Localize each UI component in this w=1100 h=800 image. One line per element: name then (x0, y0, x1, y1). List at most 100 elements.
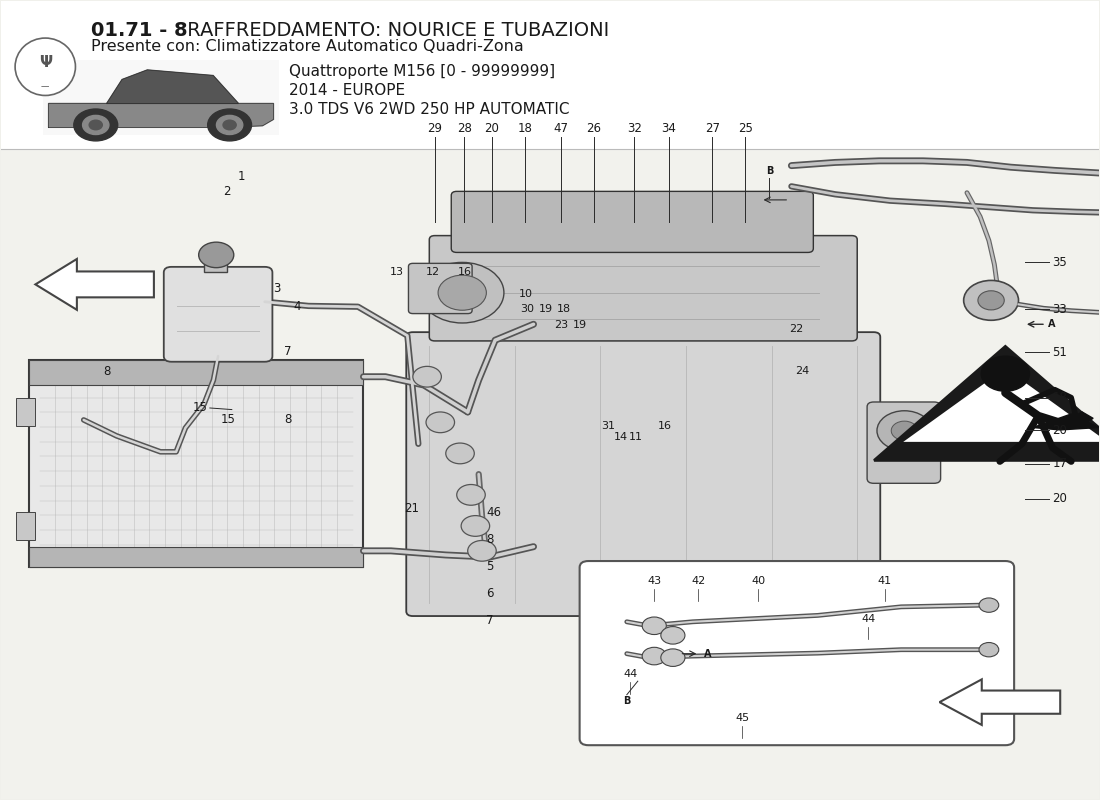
Text: 13: 13 (389, 267, 404, 278)
Circle shape (217, 115, 243, 134)
Circle shape (199, 242, 234, 268)
Circle shape (461, 515, 490, 536)
Text: 01.71 - 8: 01.71 - 8 (91, 21, 188, 39)
Text: 28: 28 (456, 122, 472, 135)
Text: Presente con: Climatizzatore Automatico Quadri-Zona: Presente con: Climatizzatore Automatico … (91, 39, 524, 54)
Circle shape (446, 443, 474, 464)
Bar (1, 149, 1099, 798)
Text: 40: 40 (751, 576, 766, 586)
Circle shape (891, 421, 917, 440)
Text: 4: 4 (294, 300, 300, 314)
Circle shape (964, 281, 1019, 320)
Text: 3: 3 (274, 282, 280, 295)
Text: 7: 7 (486, 614, 494, 627)
Polygon shape (48, 103, 274, 127)
Text: 35: 35 (1053, 255, 1067, 269)
Bar (29, 546, 363, 567)
Text: 29: 29 (427, 122, 442, 135)
Text: 20: 20 (1053, 424, 1067, 437)
Text: 27: 27 (705, 122, 719, 135)
Circle shape (89, 120, 102, 130)
Text: 3.0 TDS V6 2WD 250 HP AUTOMATIC: 3.0 TDS V6 2WD 250 HP AUTOMATIC (289, 102, 570, 118)
Circle shape (979, 642, 999, 657)
Text: 19: 19 (573, 320, 586, 330)
Text: 34: 34 (661, 122, 675, 135)
FancyBboxPatch shape (867, 402, 940, 483)
Text: B: B (766, 166, 773, 176)
Circle shape (223, 120, 236, 130)
Text: 15: 15 (192, 402, 208, 414)
Circle shape (208, 109, 252, 141)
Circle shape (74, 109, 118, 141)
Text: 20: 20 (484, 122, 499, 135)
Text: 21: 21 (404, 502, 419, 515)
Polygon shape (107, 70, 239, 103)
Text: 18: 18 (1053, 391, 1067, 404)
Bar (15, 512, 35, 540)
Circle shape (661, 649, 685, 666)
Polygon shape (939, 679, 1060, 725)
Circle shape (978, 290, 1004, 310)
Text: 15: 15 (221, 413, 235, 426)
FancyBboxPatch shape (406, 332, 880, 616)
Ellipse shape (15, 38, 76, 95)
Circle shape (420, 262, 504, 323)
Polygon shape (874, 346, 1100, 460)
Text: 7: 7 (285, 345, 292, 358)
Text: 51: 51 (1053, 346, 1067, 358)
Text: 11: 11 (628, 433, 642, 442)
FancyBboxPatch shape (580, 561, 1014, 745)
FancyBboxPatch shape (164, 267, 273, 362)
Text: 23: 23 (554, 320, 568, 330)
Text: 14: 14 (614, 433, 628, 442)
Text: 20: 20 (1053, 492, 1067, 506)
Circle shape (438, 275, 486, 310)
Bar (1, 2, 1099, 149)
Text: 47: 47 (553, 122, 569, 135)
Text: Ψ: Ψ (39, 55, 52, 70)
Text: 1: 1 (238, 170, 245, 183)
Text: 31: 31 (602, 422, 615, 431)
Circle shape (981, 356, 1030, 391)
Text: 16: 16 (658, 421, 672, 430)
Text: 22: 22 (789, 324, 803, 334)
Text: 41: 41 (878, 576, 892, 586)
FancyBboxPatch shape (429, 236, 857, 341)
Text: RAFFREDDAMENTO: NOURICE E TUBAZIONI: RAFFREDDAMENTO: NOURICE E TUBAZIONI (182, 21, 609, 39)
Circle shape (661, 626, 685, 644)
Text: 19: 19 (539, 304, 552, 314)
Bar (43, 59, 279, 135)
Text: 30: 30 (520, 304, 534, 314)
Text: 44: 44 (861, 614, 876, 624)
Text: 16: 16 (458, 267, 472, 278)
Text: 25: 25 (738, 122, 752, 135)
Text: 6: 6 (486, 587, 494, 600)
Text: 46: 46 (486, 506, 502, 519)
Text: Quattroporte M156 [0 - 99999999]: Quattroporte M156 [0 - 99999999] (289, 64, 556, 79)
Circle shape (412, 366, 441, 387)
Circle shape (979, 598, 999, 612)
Text: 43: 43 (647, 576, 661, 586)
Circle shape (877, 410, 932, 450)
FancyBboxPatch shape (408, 263, 472, 314)
Text: A: A (1048, 319, 1056, 330)
Text: 8: 8 (486, 533, 494, 546)
Polygon shape (1033, 414, 1099, 430)
Text: 18: 18 (517, 122, 532, 135)
Text: 2: 2 (223, 185, 231, 198)
Circle shape (426, 412, 454, 433)
Polygon shape (35, 259, 154, 310)
Polygon shape (1060, 412, 1093, 428)
Bar (205, 258, 228, 273)
Text: 33: 33 (1053, 302, 1067, 316)
Circle shape (456, 485, 485, 506)
Text: 8: 8 (103, 365, 111, 378)
Text: 42: 42 (691, 576, 705, 586)
Circle shape (82, 115, 109, 134)
Text: —: — (41, 82, 50, 91)
Circle shape (642, 617, 667, 634)
Text: 32: 32 (627, 122, 642, 135)
Text: 2014 - EUROPE: 2014 - EUROPE (289, 83, 405, 98)
Bar (15, 398, 35, 426)
Text: 5: 5 (486, 560, 494, 573)
